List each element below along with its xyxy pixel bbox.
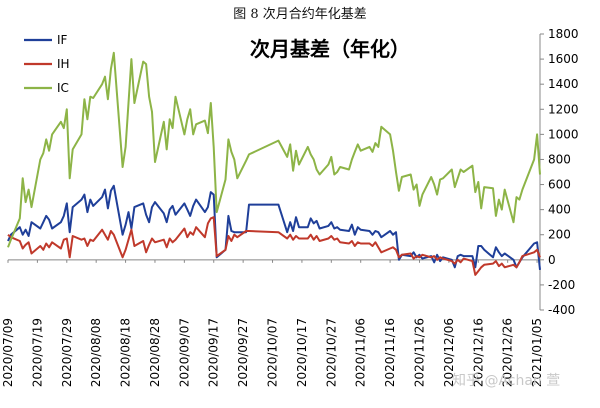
y-tick-label: 200 bbox=[548, 228, 571, 242]
y-tick-label: 1800 bbox=[548, 27, 579, 41]
x-tick-label: 2020/10/27 bbox=[324, 318, 338, 387]
y-tick-label: 1600 bbox=[548, 52, 579, 66]
x-tick-label: 2020/10/07 bbox=[266, 318, 280, 387]
x-tick-label: 2020/07/09 bbox=[1, 318, 15, 387]
x-tick-label: 2020/07/19 bbox=[30, 318, 44, 387]
y-tick-label: 1200 bbox=[548, 102, 579, 116]
watermark: 知乎 @Achan 萱 bbox=[452, 373, 561, 389]
series-lines bbox=[7, 51, 541, 276]
legend-label-ic: IC bbox=[57, 81, 69, 95]
y-tick-label: -400 bbox=[548, 303, 575, 317]
y-tick-label: 600 bbox=[548, 178, 571, 192]
x-tick-label: 2020/11/06 bbox=[354, 318, 368, 387]
x-tick-label: 2020/12/16 bbox=[471, 318, 485, 387]
y-tick-label: 1400 bbox=[548, 77, 579, 91]
legend-label-ih: IH bbox=[57, 57, 70, 71]
x-tick-label: 2020/10/17 bbox=[295, 318, 309, 387]
figure-caption: 图 8 次月合约年化基差 bbox=[233, 7, 367, 22]
x-tick-label: 2020/09/07 bbox=[177, 318, 191, 387]
series-line-ic bbox=[7, 51, 541, 248]
y-tick-label: 800 bbox=[548, 152, 571, 166]
legend-label-if: IF bbox=[57, 33, 68, 47]
x-tick-label: 2020/11/26 bbox=[412, 318, 426, 387]
chart-title: 次月基差（年化） bbox=[250, 37, 410, 61]
x-tick-label: 2020/12/26 bbox=[501, 318, 515, 387]
series-line-if bbox=[7, 184, 541, 271]
series-line-ih bbox=[7, 216, 541, 276]
x-tick-label: 2020/09/17 bbox=[207, 318, 221, 387]
x-tick-label: 2020/08/18 bbox=[119, 318, 133, 387]
x-tick-label: 2020/08/08 bbox=[89, 318, 103, 387]
x-tick-label: 2020/07/29 bbox=[60, 318, 74, 387]
x-tick-label: 2021/01/05 bbox=[530, 318, 544, 387]
x-tick-label: 2020/12/06 bbox=[442, 318, 456, 387]
legend: IF IH IC bbox=[24, 33, 70, 95]
x-tick-label: 2020/09/27 bbox=[236, 318, 250, 387]
y-tick-label: 1000 bbox=[548, 127, 579, 141]
axes: -400 -200 0 200 400 600 800 1000 1200 1400 1600 180… bbox=[1, 27, 579, 387]
y-tick-label: 400 bbox=[548, 203, 571, 217]
y-tick-label: -200 bbox=[548, 278, 575, 292]
x-tick-label: 2020/11/16 bbox=[383, 318, 397, 387]
x-tick-label: 2020/08/28 bbox=[148, 318, 162, 387]
y-tick-label: 0 bbox=[548, 253, 556, 267]
